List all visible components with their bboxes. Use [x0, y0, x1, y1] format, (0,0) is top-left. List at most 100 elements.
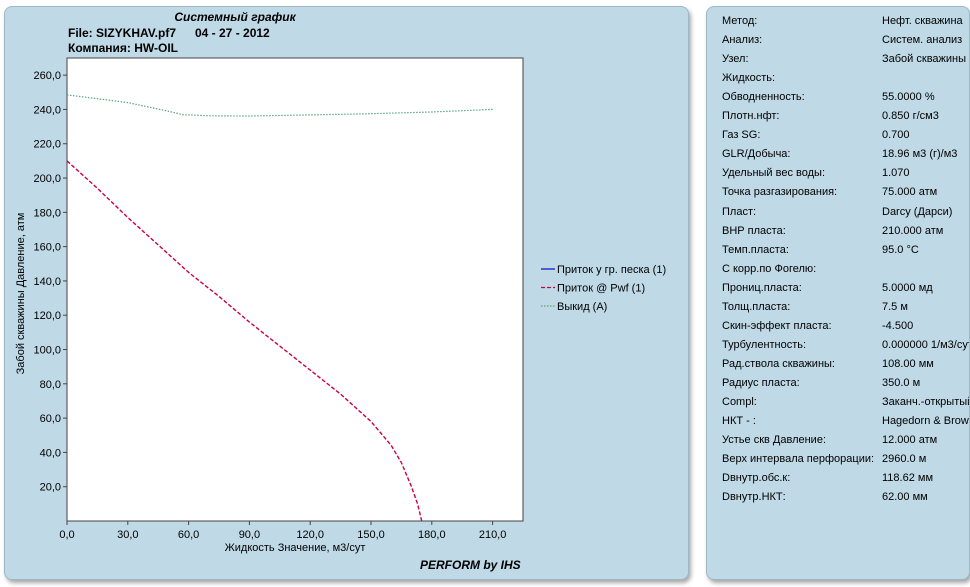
property-value: 12.000 атм	[882, 434, 938, 447]
property-row: Верх интервала перфорации: 2960.0 м	[707, 453, 969, 472]
property-label: Пласт:	[722, 205, 757, 218]
property-label: Турбулентность:	[722, 338, 807, 351]
property-row: Темп.пласта: 95.0 °C	[707, 244, 969, 263]
property-label: Рад.ствола скважины:	[722, 357, 835, 370]
property-value: 0.000000 1/м3/сут	[882, 338, 969, 351]
plot-area	[66, 57, 524, 522]
property-label: С корр.по Фогелю:	[722, 262, 817, 275]
property-label: Жидкость:	[722, 72, 776, 85]
y-tick-label: 240,0	[33, 104, 61, 116]
property-row: ВНР пласта: 210.000 атм	[707, 225, 969, 244]
x-axis-label: Жидкость Значение, м3/сут	[225, 542, 366, 554]
property-label: Метод:	[722, 15, 758, 27]
property-value: 62.00 мм	[882, 491, 928, 504]
property-row: Радиус пласта: 350.0 м	[707, 377, 969, 396]
property-value: 0.850 г/см3	[882, 110, 939, 123]
property-value: Забой скважины	[882, 53, 967, 66]
property-label: Узел:	[722, 53, 749, 66]
property-value: Систем. анализ	[882, 34, 963, 47]
x-tick-label: 180,0	[418, 529, 446, 541]
property-label: Анализ:	[722, 34, 763, 47]
property-row: Пласт: Darcy (Дарси)	[707, 206, 969, 225]
x-tick-label: 150,0	[357, 529, 385, 541]
chart-title: Системный график	[174, 10, 296, 24]
property-value: 1.070	[882, 167, 910, 180]
property-row: С корр.по Фогелю:	[707, 263, 969, 282]
property-row: Жидкость:	[707, 72, 969, 91]
property-row: Плотн.нфт: 0.850 г/см3	[707, 110, 969, 129]
property-row: Анализ: Систем. анализ	[707, 34, 969, 53]
property-label: Толщ.пласта:	[722, 300, 791, 313]
property-value: 210.000 атм	[882, 224, 944, 237]
property-label: Плотн.нфт:	[722, 110, 780, 123]
property-label: ВНР пласта:	[722, 224, 786, 237]
property-label: НКТ - :	[722, 415, 756, 428]
property-label: Удельный вес воды:	[722, 167, 826, 180]
x-tick-label: 90,0	[239, 529, 260, 541]
property-row: Узел: Забой скважины	[707, 53, 969, 72]
x-tick-label: 120,0	[296, 529, 324, 541]
property-row: Прониц.пласта: 5.0000 мд	[707, 282, 969, 301]
property-row: Dвнутр.обс.к: 118.62 мм	[707, 472, 969, 491]
property-value: 55.0000 %	[882, 91, 935, 104]
property-value: 2960.0 м	[882, 453, 927, 466]
property-value: 7.5 м	[882, 300, 908, 313]
series-line	[66, 160, 423, 522]
x-tick-label: 210,0	[479, 529, 507, 541]
y-tick-label: 80,0	[40, 379, 61, 391]
properties-panel: Метод: Нефт. скважина Анализ: Систем. анали…	[706, 6, 970, 580]
y-tick-label: 100,0	[33, 345, 61, 357]
property-row: Турбулентность: 0.000000 1/м3/сут	[707, 339, 969, 358]
property-label: Прониц.пласта:	[722, 281, 802, 294]
property-row: Метод: Нефт. скважина	[707, 15, 969, 34]
y-tick-label: 220,0	[33, 139, 61, 151]
chart-canvas: 0,0 30,0 60,0 90,0 120,0 150,0 180,0 210,0 20,0 4…	[15, 57, 666, 554]
property-value: Darcy (Дарси)	[882, 205, 953, 218]
y-tick-label: 260,0	[33, 70, 61, 82]
property-label: Темп.пласта:	[722, 243, 789, 256]
x-tick-label: 60,0	[178, 529, 199, 541]
file-label: File: SIZYKHAV.pf7	[68, 26, 177, 40]
chart-footer: PERFORM by IHS	[420, 558, 521, 572]
property-label: Compl:	[722, 396, 757, 408]
y-tick-label: 200,0	[33, 173, 61, 185]
property-label: Dвнутр.НКТ:	[722, 491, 786, 504]
y-tick-label: 120,0	[33, 310, 61, 322]
property-row: Скин-эффект пласта: -4.500	[707, 320, 969, 339]
property-row: Рад.ствола скважины: 108.00 мм	[707, 358, 969, 377]
property-row: Обводненность: 55.0000 %	[707, 91, 969, 110]
legend-label: Приток у гр. песка (1)	[557, 264, 666, 276]
y-axis-label: Забой скважины Давление, атм	[15, 213, 27, 375]
property-label: Устье скв Давление:	[722, 434, 826, 447]
property-value: 0.700	[882, 129, 910, 142]
property-label: Верх интервала перфорации:	[722, 453, 875, 466]
property-label: Dвнутр.обс.к:	[722, 472, 791, 485]
chart-date: 04 - 27 - 2012	[195, 26, 270, 40]
property-label: Точка разгазирования:	[722, 186, 838, 199]
y-tick-label: 180,0	[33, 207, 61, 219]
property-label: Скин-эффект пласта:	[722, 319, 832, 332]
company-label: Компания: HW-OIL	[68, 41, 178, 55]
y-tick-label: 40,0	[40, 447, 61, 459]
property-value: Нефт. скважина	[882, 15, 963, 27]
property-row: Толщ.пласта: 7.5 м	[707, 301, 969, 320]
property-value: 18.96 м3 (г)/м3	[882, 148, 958, 161]
y-tick-label: 20,0	[40, 482, 61, 494]
property-row: Устье скв Давление: 12.000 атм	[707, 434, 969, 453]
property-label: Обводненность:	[722, 91, 805, 104]
property-row: НКТ - : Hagedorn & Brown	[707, 415, 969, 434]
property-row: GLR/Добыча: 18.96 м3 (г)/м3	[707, 148, 969, 167]
property-value: 350.0 м	[882, 376, 921, 389]
property-value: 95.0 °C	[882, 243, 919, 256]
y-tick-label: 60,0	[40, 413, 61, 425]
property-row: Точка разгазирования: 75.000 атм	[707, 186, 969, 205]
property-label: GLR/Добыча:	[722, 148, 791, 161]
legend-label: Приток @ Pwf (1)	[557, 283, 645, 295]
property-value: -4.500	[882, 319, 914, 332]
x-tick-label: 0,0	[59, 529, 74, 541]
property-row: Удельный вес воды: 1.070	[707, 167, 969, 186]
property-label: Газ SG:	[722, 129, 761, 142]
legend-label: Выкид (A)	[557, 301, 607, 313]
property-value: Hagedorn & Brown	[882, 415, 969, 428]
property-label: Радиус пласта:	[722, 376, 800, 389]
